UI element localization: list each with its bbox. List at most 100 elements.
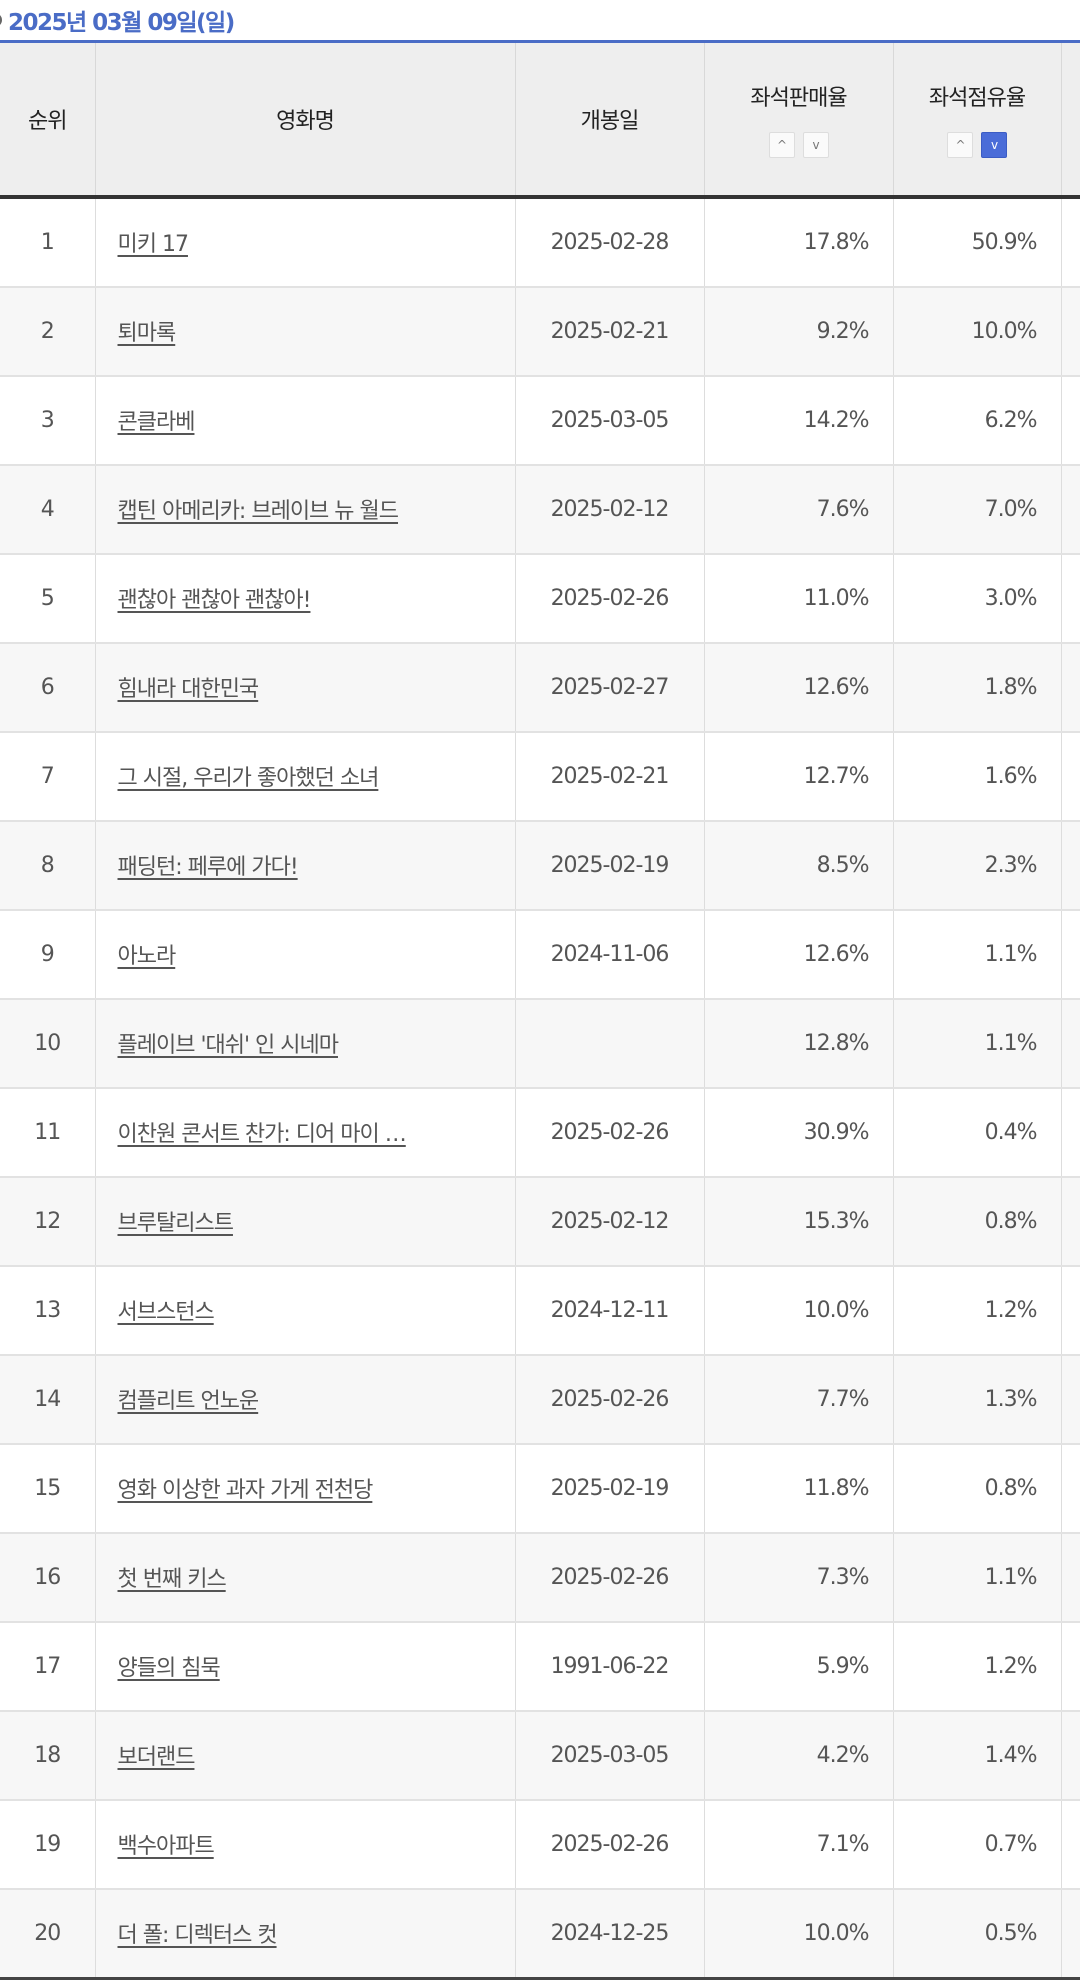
table-row: 2 퇴마록 2025-02-21 9.2% 10.0%	[0, 286, 1080, 377]
movie-cell: 그 시절, 우리가 좋아했던 소녀	[95, 731, 516, 822]
table-row: 15 영화 이상한 과자 가게 전천당 2025-02-19 11.8% 0.8…	[0, 1443, 1080, 1534]
movie-link[interactable]: 영화 이상한 과자 가게 전천당	[117, 1478, 374, 1503]
movie-link[interactable]: 아노라	[117, 944, 177, 969]
rank-cell: 5	[0, 553, 96, 644]
rank-cell: 6	[0, 642, 96, 733]
movie-cell: 보더랜드	[95, 1710, 516, 1801]
rank-cell: 14	[0, 1354, 96, 1445]
seat-share-cell: 10.0%	[893, 286, 1062, 377]
seat-sales-cell: 9.2%	[704, 286, 894, 377]
movie-cell: 캡틴 아메리카: 브레이브 뉴 월드	[95, 464, 516, 555]
seat-share-cell: 0.8%	[893, 1176, 1062, 1267]
sort-asc-seat-sales-button[interactable]: ^	[768, 131, 795, 158]
movie-link[interactable]: 콘클라베	[117, 410, 196, 435]
seat-sales-cell: 14.2%	[704, 375, 894, 466]
movie-cell: 브루탈리스트	[95, 1176, 516, 1267]
seat-sales-cell: 17.8%	[704, 196, 894, 288]
extra-cell	[1061, 1710, 1080, 1801]
seat-share-cell: 2.3%	[893, 820, 1062, 911]
extra-cell	[1061, 909, 1080, 1000]
extra-cell	[1061, 998, 1080, 1089]
movie-link[interactable]: 힘내라 대한민국	[117, 677, 260, 702]
movie-link[interactable]: 패딩턴: 페루에 가다!	[117, 855, 299, 880]
release-cell: 2024-12-25	[515, 1888, 705, 1980]
table-row: 12 브루탈리스트 2025-02-12 15.3% 0.8%	[0, 1176, 1080, 1267]
movie-link[interactable]: 이찬원 콘서트 찬가: 디어 마이 …	[117, 1122, 407, 1147]
seat-share-cell: 1.2%	[893, 1621, 1062, 1712]
release-cell: 2025-02-27	[515, 642, 705, 733]
rank-cell: 15	[0, 1443, 96, 1534]
movie-link[interactable]: 컴플리트 언노운	[117, 1389, 260, 1414]
extra-cell	[1061, 1888, 1080, 1980]
movie-link[interactable]: 첫 번째 키스	[117, 1567, 227, 1592]
rank-cell: 19	[0, 1799, 96, 1890]
movie-link[interactable]: 미키 17	[117, 232, 189, 257]
movie-link[interactable]: 서브스턴스	[117, 1300, 215, 1325]
chevron-up-icon: ^	[955, 137, 965, 152]
table-row: 19 백수아파트 2025-02-26 7.1% 0.7%	[0, 1799, 1080, 1890]
header-extra	[1061, 41, 1080, 199]
sort-asc-seat-share-button[interactable]: ^	[947, 131, 973, 158]
extra-cell	[1061, 1265, 1080, 1356]
rank-cell: 4	[0, 464, 96, 555]
header-seat-share: 좌석점유율 ^ v	[893, 41, 1062, 199]
movie-link[interactable]: 양들의 침묵	[117, 1656, 221, 1681]
extra-cell	[1061, 1443, 1080, 1534]
seat-sales-cell: 7.3%	[704, 1532, 894, 1623]
movie-link[interactable]: 괜찮아 괜찮아 괜찮아!	[117, 588, 312, 613]
movie-link[interactable]: 캡틴 아메리카: 브레이브 뉴 월드	[117, 499, 400, 524]
movie-cell: 양들의 침묵	[95, 1621, 516, 1712]
sort-desc-seat-share-button[interactable]: v	[981, 131, 1007, 158]
movie-link[interactable]: 그 시절, 우리가 좋아했던 소녀	[117, 766, 380, 791]
movie-link[interactable]: 브루탈리스트	[117, 1211, 234, 1236]
box-office-table: 순위 영화명 개봉일 좌석판매율 ^ v 좌석점유율 ^ v 1 미키 17 2…	[0, 40, 1080, 1980]
seat-sales-cell: 15.3%	[704, 1176, 894, 1267]
rank-cell: 12	[0, 1176, 96, 1267]
extra-cell	[1061, 820, 1080, 911]
header-movie: 영화명	[95, 41, 516, 199]
release-cell: 2025-02-21	[515, 286, 705, 377]
extra-cell	[1061, 1799, 1080, 1890]
chevron-down-icon: v	[990, 137, 998, 152]
seat-sales-cell: 5.9%	[704, 1621, 894, 1712]
movie-cell: 컴플리트 언노운	[95, 1354, 516, 1445]
release-cell: 2025-02-12	[515, 464, 705, 555]
extra-cell	[1061, 553, 1080, 644]
movie-link[interactable]: 더 폴: 디렉터스 컷	[117, 1923, 278, 1948]
movie-link[interactable]: 플레이브 '대쉬' 인 시네마	[117, 1033, 339, 1058]
seat-sales-cell: 10.0%	[704, 1888, 894, 1980]
extra-cell	[1061, 1532, 1080, 1623]
seat-share-cell: 0.4%	[893, 1087, 1062, 1178]
seat-share-cell: 1.4%	[893, 1710, 1062, 1801]
sort-desc-seat-sales-button[interactable]: v	[802, 131, 829, 158]
table-row: 4 캡틴 아메리카: 브레이브 뉴 월드 2025-02-12 7.6% 7.0…	[0, 464, 1080, 555]
table-row: 6 힘내라 대한민국 2025-02-27 12.6% 1.8%	[0, 642, 1080, 733]
rank-cell: 18	[0, 1710, 96, 1801]
table-header: 순위 영화명 개봉일 좌석판매율 ^ v 좌석점유율 ^ v	[0, 41, 1080, 199]
release-cell: 2025-02-19	[515, 820, 705, 911]
table-row: 16 첫 번째 키스 2025-02-26 7.3% 1.1%	[0, 1532, 1080, 1623]
header-rank: 순위	[0, 41, 96, 199]
date-title-text: 2025년 03월 09일(일)	[8, 10, 235, 36]
extra-cell	[1061, 1176, 1080, 1267]
release-cell: 2025-02-21	[515, 731, 705, 822]
seat-sales-cell: 12.6%	[704, 642, 894, 733]
movie-link[interactable]: 백수아파트	[117, 1834, 215, 1859]
seat-share-cell: 3.0%	[893, 553, 1062, 644]
release-cell: 2025-02-26	[515, 553, 705, 644]
rank-cell: 7	[0, 731, 96, 822]
movie-cell: 백수아파트	[95, 1799, 516, 1890]
seat-share-cell: 0.5%	[893, 1888, 1062, 1980]
seat-share-cell: 0.7%	[893, 1799, 1062, 1890]
extra-cell	[1061, 1354, 1080, 1445]
rank-cell: 17	[0, 1621, 96, 1712]
chevron-up-icon: ^	[776, 137, 787, 152]
seat-share-cell: 6.2%	[893, 375, 1062, 466]
movie-link[interactable]: 퇴마록	[117, 321, 177, 346]
movie-link[interactable]: 보더랜드	[117, 1745, 196, 1770]
seat-share-cell: 1.1%	[893, 998, 1062, 1089]
release-cell: 1991-06-22	[515, 1621, 705, 1712]
rank-cell: 10	[0, 998, 96, 1089]
seat-share-cell: 1.1%	[893, 1532, 1062, 1623]
release-cell	[515, 998, 705, 1089]
